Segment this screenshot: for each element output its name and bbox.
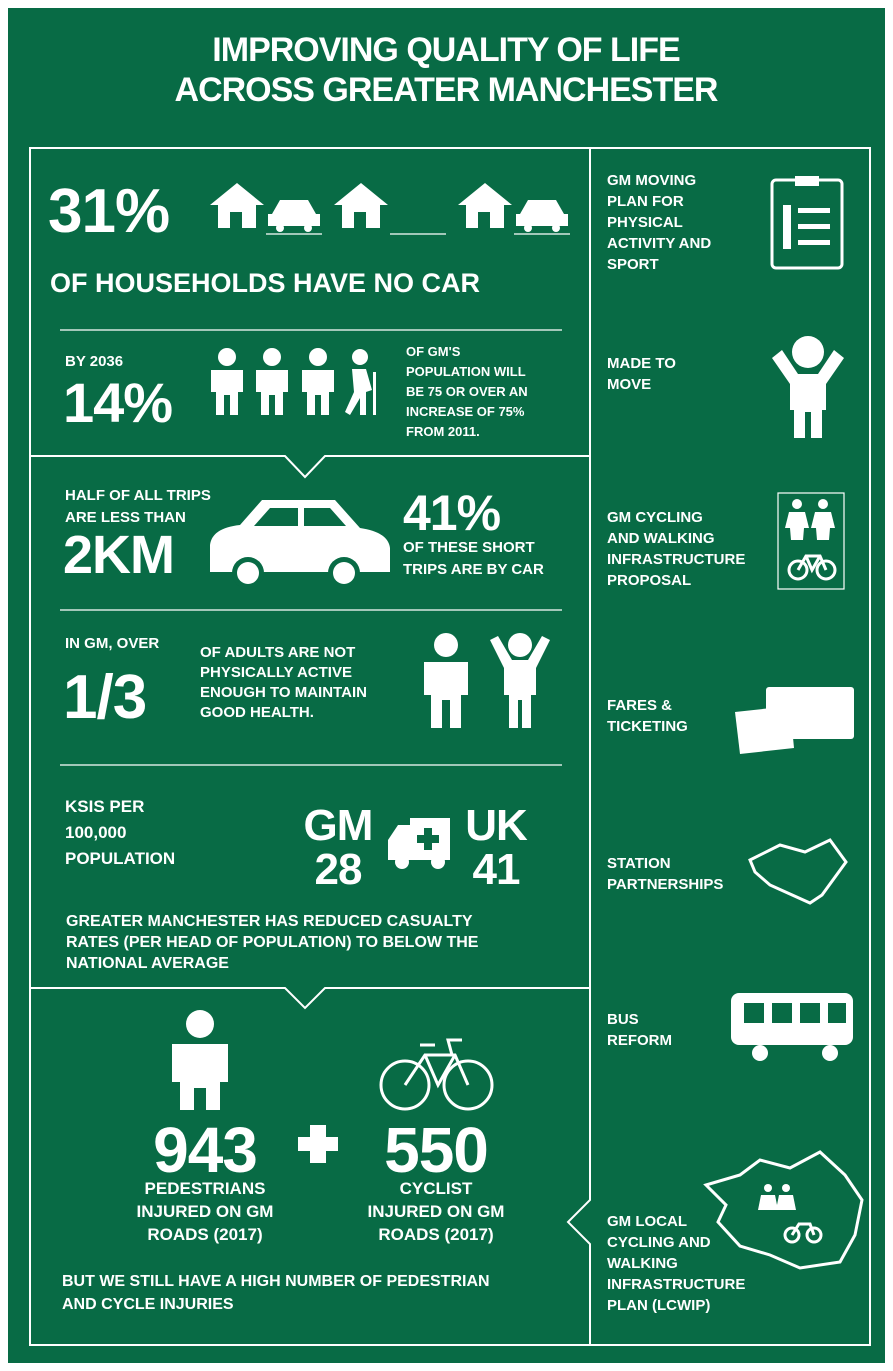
sidebar-item: PROPOSAL <box>607 572 691 589</box>
stat-text: OF THESE SHORT <box>403 539 535 556</box>
ksi-value: 41 <box>473 845 520 894</box>
plus-sign <box>298 1125 338 1163</box>
stat-text: GOOD HEALTH. <box>200 704 314 721</box>
section-divider <box>30 455 590 479</box>
injury-text: PEDESTRIANS <box>145 1179 266 1198</box>
people-icons <box>211 348 376 415</box>
injury-text: CYCLIST <box>400 1179 473 1198</box>
section-divider <box>30 987 590 1010</box>
stat-value: 41% <box>403 485 501 541</box>
sidebar-item: INFRASTRUCTURE <box>607 1276 745 1293</box>
sidebar-item: MOVE <box>607 376 651 393</box>
injury-text: INJURED ON GM <box>368 1202 505 1221</box>
ksi-note: RATES (PER HEAD OF POPULATION) TO BELOW … <box>66 934 479 951</box>
sidebar-item: STATION <box>607 855 671 872</box>
stat-value: 14% <box>63 371 172 434</box>
ksi-name: GM <box>304 801 373 850</box>
stat-value: 31% <box>48 177 169 246</box>
injury-value: 943 <box>153 1114 257 1186</box>
sidebar-item: WALKING <box>607 1255 678 1272</box>
injury-text: ROADS (2017) <box>147 1225 262 1244</box>
house-car-icons <box>210 183 570 235</box>
sidebar-item: MADE TO <box>607 355 676 372</box>
stat-text: INCREASE OF 75% <box>406 404 525 419</box>
sidebar-item: PHYSICAL <box>607 214 683 231</box>
stat-text: POPULATION WILL <box>406 364 526 379</box>
sidebar-item: PARTNERSHIPS <box>607 876 723 893</box>
sidebar-item: SPORT <box>607 256 659 273</box>
injury-note: BUT WE STILL HAVE A HIGH NUMBER OF PEDES… <box>62 1273 490 1290</box>
ksi-note: GREATER MANCHESTER HAS REDUCED CASUALTY <box>66 913 473 930</box>
ksi-note: NATIONAL AVERAGE <box>66 955 229 972</box>
sidebar-item: CYCLING AND <box>607 1234 711 1251</box>
stat-intro: HALF OF ALL TRIPS <box>65 487 211 504</box>
ksi-label: 100,000 <box>65 823 126 842</box>
injury-text: INJURED ON GM <box>137 1202 274 1221</box>
sidebar-item: ACTIVITY AND <box>607 235 711 252</box>
stat-text: OF GM'S <box>406 344 461 359</box>
stat-text: OF HOUSEHOLDS HAVE NO CAR <box>50 268 480 298</box>
sidebar-item: GM LOCAL <box>607 1213 687 1230</box>
activity-icons <box>424 633 550 728</box>
stat-value: 1/3 <box>63 663 146 732</box>
sidebar-item: PLAN FOR <box>607 193 684 210</box>
sidebar-divider <box>566 148 591 1345</box>
sidebar-item: BUS <box>607 1011 639 1028</box>
sidebar-icons <box>703 176 864 1270</box>
stat-value: 2KM <box>63 525 174 585</box>
bicycle-icon <box>379 1038 494 1111</box>
stat-text: BE 75 OR OVER AN <box>406 384 528 399</box>
ksi-label: POPULATION <box>65 849 175 868</box>
pedestrian-icon <box>172 1010 228 1110</box>
sidebar-item: FARES & <box>607 697 672 714</box>
stat-text: PHYSICALLY ACTIVE <box>200 664 352 681</box>
stat-text: ENOUGH TO MAINTAIN <box>200 684 367 701</box>
stat-intro: ARE LESS THAN <box>65 509 186 526</box>
stat-text: TRIPS ARE BY CAR <box>403 561 544 578</box>
stat-text: FROM 2011. <box>406 424 480 439</box>
sidebar-item: GM MOVING <box>607 172 696 189</box>
sidebar-item: GM CYCLING <box>607 509 703 526</box>
ksi-name: UK <box>465 801 528 850</box>
title-line: ACROSS GREATER MANCHESTER <box>175 71 718 109</box>
stat-text: OF ADULTS ARE NOT <box>200 644 355 661</box>
ksi-value: 28 <box>315 845 362 894</box>
sidebar-item: TICKETING <box>607 718 688 735</box>
ambulance-icon <box>388 818 450 869</box>
outer-frame <box>29 147 871 1346</box>
injury-text: ROADS (2017) <box>378 1225 493 1244</box>
sidebar-item: REFORM <box>607 1032 672 1049</box>
sidebar-item: INFRASTRUCTURE <box>607 551 745 568</box>
car-icon <box>210 500 390 589</box>
stat-intro: BY 2036 <box>65 353 123 370</box>
stat-intro: IN GM, OVER <box>65 635 159 652</box>
injury-note: AND CYCLE INJURIES <box>62 1296 234 1313</box>
sidebar-item: AND WALKING <box>607 530 715 547</box>
injury-value: 550 <box>384 1114 488 1186</box>
sidebar-item: PLAN (LCWIP) <box>607 1297 710 1314</box>
ksi-label: KSIS PER <box>65 797 144 816</box>
title-line: IMPROVING QUALITY OF LIFE <box>212 31 680 69</box>
